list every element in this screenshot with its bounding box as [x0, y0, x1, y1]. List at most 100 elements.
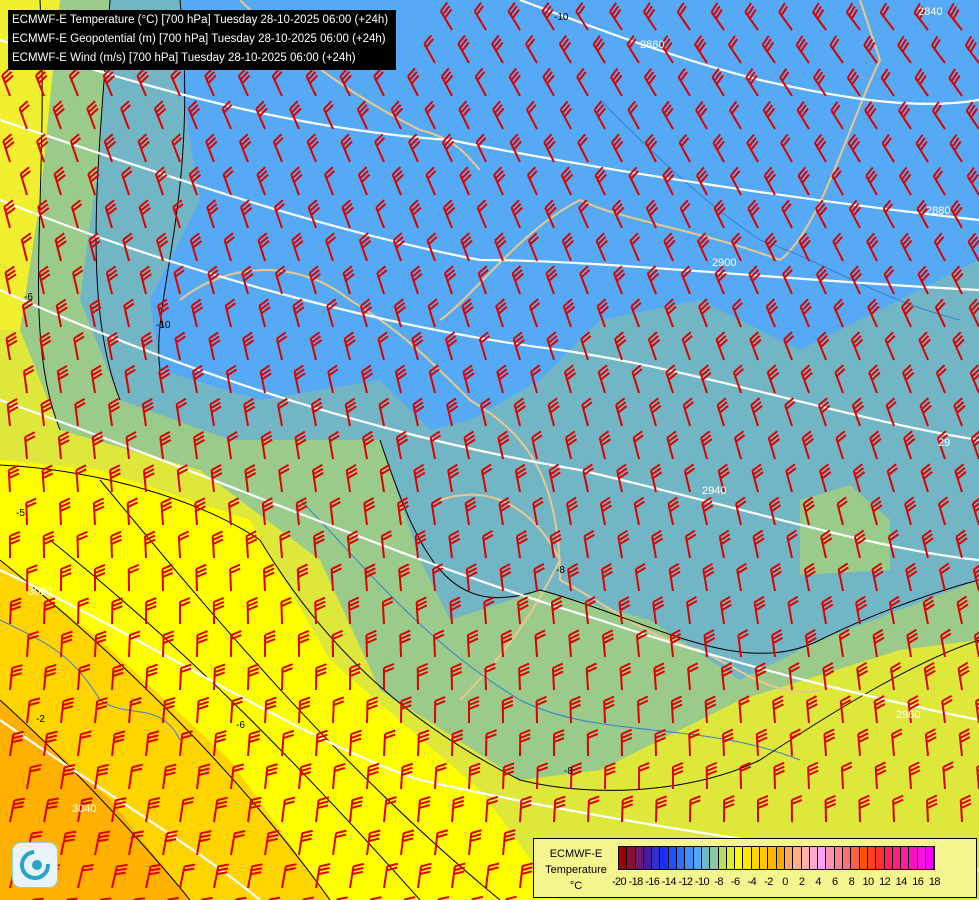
- wind-barb: [974, 695, 979, 724]
- wind-barb: [716, 397, 729, 427]
- wind-barb: [298, 896, 315, 900]
- wind-barb: [544, 199, 557, 229]
- wind-barb: [137, 133, 150, 163]
- wind-barb: [618, 596, 631, 625]
- contour-label: 2840: [918, 6, 942, 18]
- wind-barb: [111, 797, 127, 823]
- wind-barb: [275, 331, 288, 361]
- wind-barb: [407, 67, 420, 97]
- wind-barb: [644, 133, 658, 163]
- wind-barb: [568, 629, 580, 658]
- wind-barb: [594, 166, 607, 196]
- wind-barb: [789, 728, 802, 757]
- wind-barb: [796, 101, 810, 130]
- wind-barb: [273, 199, 285, 229]
- wind-barb: [526, 166, 538, 196]
- wind-barb: [697, 232, 710, 262]
- wind-barb: [662, 166, 675, 196]
- tick-label: -8: [714, 876, 723, 888]
- wind-barb: [863, 35, 878, 64]
- wind-barb: [614, 331, 627, 361]
- wind-barb: [52, 100, 65, 130]
- wind-barb: [603, 695, 615, 724]
- color-swatch: [751, 847, 761, 869]
- wind-barb: [514, 463, 527, 493]
- wind-barb: [845, 2, 861, 31]
- wind-barb: [704, 695, 717, 724]
- wind-barb: [157, 298, 170, 328]
- wind-barb: [728, 35, 742, 64]
- wind-barb: [865, 166, 878, 196]
- wind-barb: [965, 101, 979, 130]
- wind-barb: [111, 863, 128, 889]
- wind-barb: [260, 430, 273, 460]
- wind-barb: [19, 166, 31, 196]
- wind-barb: [120, 100, 132, 130]
- wind-barb: [881, 134, 895, 163]
- wind-barb: [416, 662, 429, 691]
- isotherm-label: -2: [36, 714, 45, 725]
- wind-barb: [493, 166, 506, 196]
- color-swatch: [826, 847, 835, 869]
- wind-barb: [898, 101, 912, 130]
- wind-barb: [9, 597, 22, 625]
- wind-barb: [745, 68, 759, 97]
- wind-barb: [485, 795, 499, 823]
- wind-barb: [213, 730, 227, 757]
- color-swatch: [635, 847, 644, 869]
- wind-barb: [676, 2, 691, 31]
- wind-barb: [87, 166, 100, 196]
- wind-barb: [754, 662, 767, 691]
- wind-barb: [171, 133, 183, 163]
- wind-barb: [643, 67, 657, 97]
- wind-barb: [434, 895, 450, 900]
- wind-barb: [923, 661, 936, 691]
- wind-barb: [459, 166, 472, 196]
- wind-barb: [104, 199, 118, 229]
- wind-barb: [751, 463, 764, 493]
- wind-barb: [834, 364, 846, 394]
- wind-barb: [645, 199, 659, 229]
- wind-barb: [43, 730, 58, 757]
- tick-label: 14: [895, 876, 908, 888]
- color-swatch: [859, 847, 868, 869]
- wind-barb: [581, 397, 593, 427]
- wind-barb: [230, 830, 246, 856]
- wind-barb: [247, 863, 263, 889]
- wind-barb: [173, 265, 185, 295]
- wind-barb: [230, 696, 243, 724]
- wind-barb: [953, 397, 966, 427]
- color-swatch: [619, 847, 628, 869]
- wind-barb: [654, 728, 666, 757]
- tick-label: 10: [862, 876, 874, 888]
- wind-barb: [158, 364, 171, 394]
- wind-barb: [428, 364, 440, 394]
- wind-barb: [785, 463, 797, 493]
- wind-barb: [948, 68, 963, 97]
- wind-barb: [959, 794, 972, 823]
- wind-barb: [626, 35, 640, 64]
- wind-barb: [858, 794, 870, 823]
- wind-barb: [513, 397, 526, 427]
- wind-barb: [715, 331, 728, 361]
- wind-barb: [527, 232, 539, 262]
- wind-barb: [492, 100, 505, 130]
- wind-barb: [536, 762, 549, 790]
- wind-barb: [145, 863, 162, 889]
- wind-barb: [880, 68, 895, 97]
- wind-barb: [3, 199, 16, 229]
- wind-barb: [652, 596, 665, 625]
- wind-barb: [128, 697, 142, 724]
- wind-barb: [74, 398, 86, 427]
- wind-barb: [374, 133, 386, 163]
- wind-barb: [106, 331, 120, 361]
- wind-barb: [103, 133, 117, 163]
- wind-barb: [748, 265, 761, 295]
- wind-barb: [764, 232, 778, 262]
- wind-barb: [347, 596, 360, 625]
- wind-barb: [88, 232, 101, 262]
- wind-barb: [362, 430, 375, 460]
- wind-barb: [549, 529, 562, 559]
- wind-barb: [838, 628, 851, 658]
- wind-barb: [329, 497, 341, 526]
